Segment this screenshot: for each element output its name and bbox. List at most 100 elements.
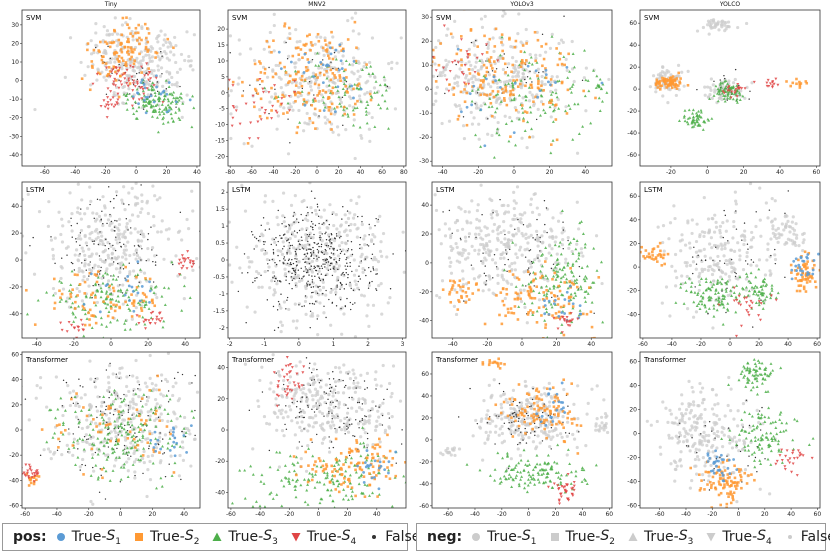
point-S1-564 xyxy=(143,98,146,102)
point-false-653 xyxy=(330,234,333,236)
point-false-354 xyxy=(493,254,496,256)
point-S3-331 xyxy=(177,108,181,112)
point-false-326 xyxy=(531,81,533,83)
point-S2-544 xyxy=(556,316,559,319)
point-neg-294 xyxy=(136,214,140,218)
point-S3-337 xyxy=(488,97,492,100)
point-neg-50 xyxy=(329,65,334,70)
point-neg-273 xyxy=(377,283,381,288)
point-neg-104 xyxy=(526,241,530,245)
point-S2-495 xyxy=(127,26,131,30)
point-neg-47 xyxy=(527,235,531,239)
point-neg-247 xyxy=(547,251,551,255)
point-S2-536 xyxy=(270,86,273,90)
y-tick-label: -15 xyxy=(215,138,225,145)
point-S3-395 xyxy=(584,78,588,82)
point-S2-581 xyxy=(92,314,96,318)
point-S2-569 xyxy=(500,33,504,36)
point-S2-470 xyxy=(130,50,134,54)
point-S3-516 xyxy=(88,295,92,299)
point-neg-93 xyxy=(469,63,473,67)
point-S3-431 xyxy=(93,293,97,297)
point-neg-122 xyxy=(759,234,763,238)
point-S3-307 xyxy=(359,99,363,103)
point-S3-425 xyxy=(167,286,171,290)
point-S3-397 xyxy=(500,35,504,39)
point-S3-483 xyxy=(567,242,571,246)
point-S2-518 xyxy=(118,60,121,63)
point-false-424 xyxy=(281,248,284,250)
point-neg-140 xyxy=(383,78,387,82)
point-S2-617 xyxy=(93,301,96,305)
point-S2-431 xyxy=(126,51,129,54)
point-S1-630 xyxy=(465,105,469,109)
point-neg-108 xyxy=(321,48,326,52)
point-S2-600 xyxy=(113,309,117,313)
point-false-645 xyxy=(325,259,327,262)
point-neg-186 xyxy=(451,35,455,39)
point-false-711 xyxy=(322,263,324,265)
point-false-759 xyxy=(367,245,370,247)
point-false-335 xyxy=(546,231,548,234)
point-S2-546 xyxy=(328,120,332,124)
point-S2-607 xyxy=(69,292,72,296)
point-S2-484 xyxy=(492,95,496,99)
point-false-433 xyxy=(311,281,314,283)
point-S3-267 xyxy=(682,114,686,118)
point-false-386 xyxy=(110,275,112,277)
point-false-450 xyxy=(319,239,321,241)
point-false-344 xyxy=(123,243,125,245)
point-S2-555 xyxy=(516,276,519,280)
point-false-681 xyxy=(309,302,311,305)
point-false-372 xyxy=(29,245,31,247)
y-tick-label: -40 xyxy=(419,318,429,325)
point-neg-201 xyxy=(282,220,286,224)
point-neg-53 xyxy=(216,49,219,52)
point-S3-323 xyxy=(373,125,377,129)
point-S4-673 xyxy=(432,55,435,59)
point-S2-388 xyxy=(317,39,321,43)
point-neg-241 xyxy=(500,203,504,208)
point-S2-636 xyxy=(111,316,115,320)
point-false-373 xyxy=(305,229,308,232)
point-false-501 xyxy=(314,197,316,200)
point-false-383 xyxy=(505,249,507,251)
point-false-783 xyxy=(277,254,279,257)
point-neg-179 xyxy=(33,107,37,112)
point-neg-49 xyxy=(372,168,375,171)
point-neg-17 xyxy=(502,229,506,233)
point-S4-631 xyxy=(103,105,107,109)
point-S3-522 xyxy=(572,296,576,300)
point-false-166 xyxy=(749,90,751,93)
point-S3-406 xyxy=(151,85,155,89)
point-S2-568 xyxy=(559,52,562,55)
point-S4-674 xyxy=(485,43,489,46)
point-false-595 xyxy=(347,248,350,250)
point-S2-485 xyxy=(283,65,286,69)
point-S3-290 xyxy=(683,119,687,123)
point-false-366 xyxy=(72,262,74,265)
point-false-511 xyxy=(296,258,298,260)
point-neg-60 xyxy=(299,93,303,98)
point-S2-530 xyxy=(489,101,493,105)
point-neg-66 xyxy=(117,262,122,266)
point-neg-75 xyxy=(565,68,569,73)
point-S4-616 xyxy=(125,68,129,72)
point-neg-75 xyxy=(433,193,437,197)
point-neg-140 xyxy=(366,303,370,307)
point-false-444 xyxy=(316,258,318,260)
point-neg-280 xyxy=(108,221,113,226)
point-neg-87 xyxy=(95,217,99,221)
point-S4-656 xyxy=(473,70,477,74)
point-neg-291 xyxy=(370,238,374,242)
point-S3-346 xyxy=(169,112,173,116)
point-neg-133 xyxy=(447,60,451,64)
point-S2-510 xyxy=(565,112,569,115)
point-S2-532 xyxy=(560,62,564,66)
point-neg-146 xyxy=(94,22,98,26)
point-neg-159 xyxy=(77,234,81,238)
point-S2-371 xyxy=(798,86,802,89)
point-S3-207 xyxy=(716,99,720,103)
point-neg-241 xyxy=(272,49,276,53)
point-false-580 xyxy=(370,270,372,273)
